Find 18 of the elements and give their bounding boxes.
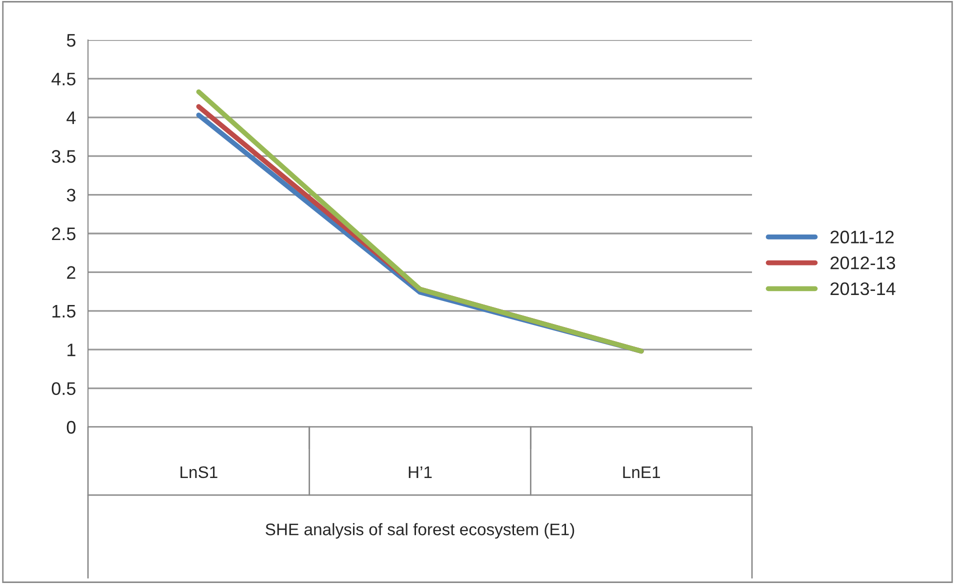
x-axis-title: SHE analysis of sal forest ecosystem (E1) [266,523,574,539]
y-tick-label: 1 [68,344,76,356]
y-tick-label: 4.5 [52,72,76,86]
legend-label: 2012-13 [830,256,896,270]
x-tick-label: LnS1 [180,466,218,478]
y-tick-label: 1.5 [52,305,76,318]
y-tick-label: 3 [66,188,76,202]
y-tick-label: 0.5 [52,382,76,396]
legend-label: 2011-12 [830,230,894,244]
y-tick-label: 0 [66,420,76,434]
x-tick-label: H’1 [408,466,432,478]
y-tick-label: 4 [66,112,76,124]
y-tick-label: 2 [67,266,76,279]
x-tick-label: LnE1 [623,466,660,478]
y-tick-label: 2.5 [52,227,76,240]
legend-label: 2013-14 [830,282,896,296]
y-tick-label: 5 [66,34,76,47]
y-tick-label: 3.5 [52,150,76,163]
